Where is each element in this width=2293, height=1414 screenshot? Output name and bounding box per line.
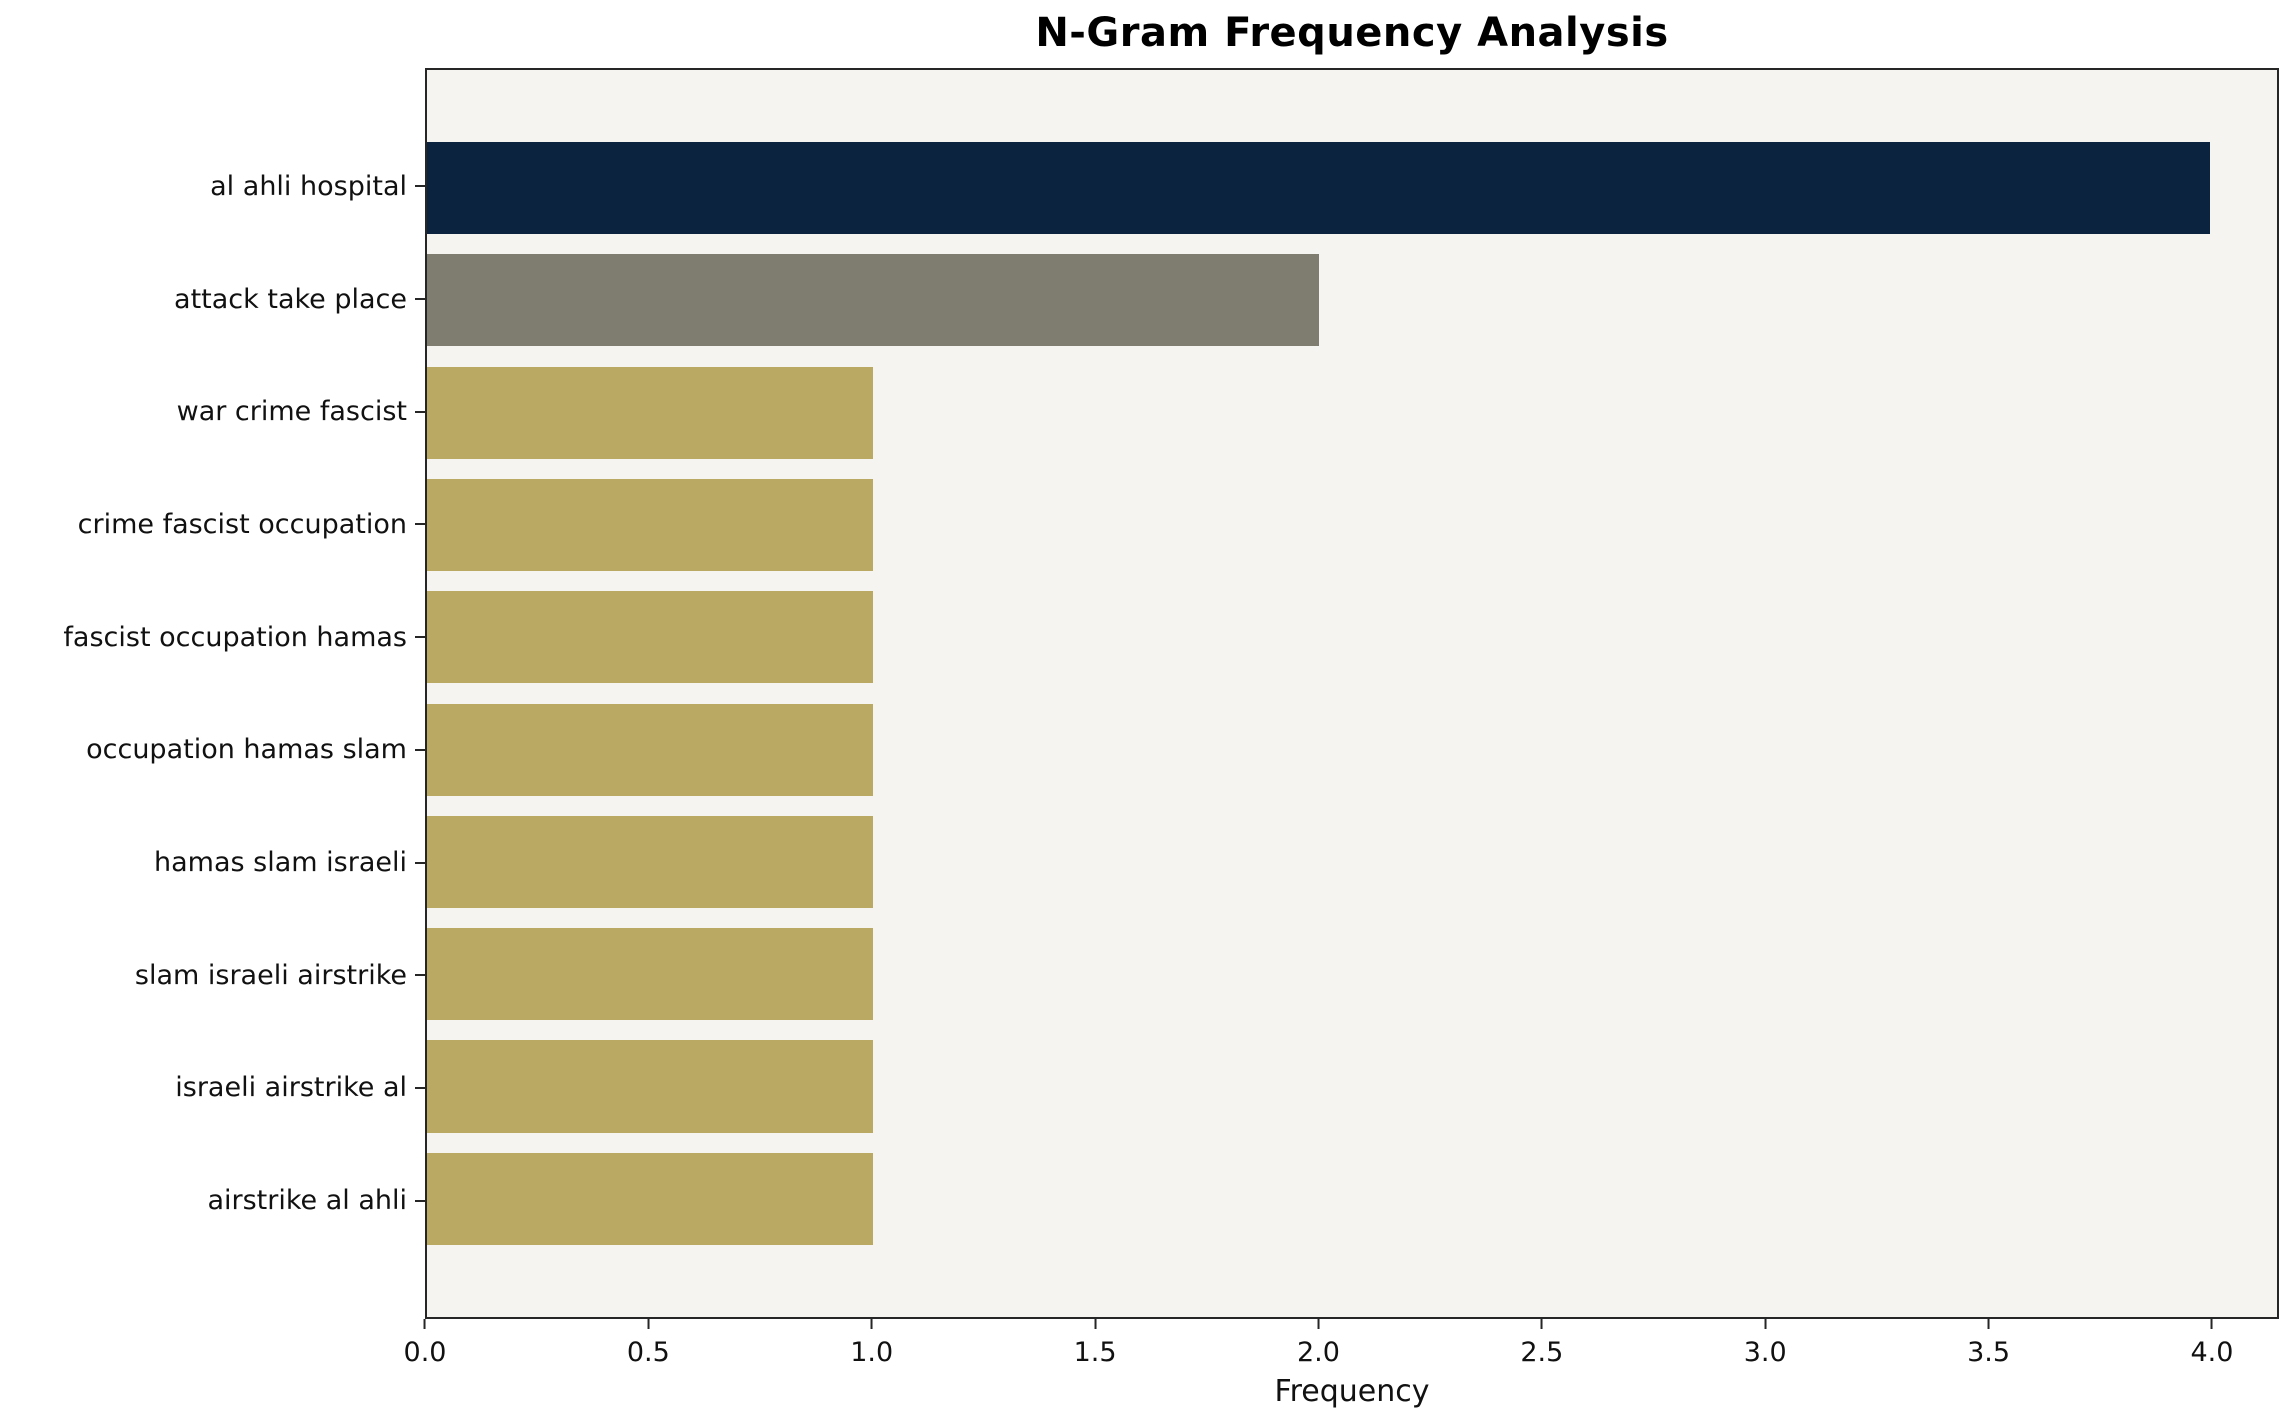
x-tick-label: 0.5	[626, 1337, 670, 1368]
bar	[427, 254, 1319, 347]
bar	[427, 815, 873, 908]
y-tick: war crime fascist	[0, 355, 425, 468]
y-tick-label: airstrike al ahli	[207, 1185, 407, 1217]
y-tick: hamas slam israeli	[0, 806, 425, 919]
y-tick-label: attack take place	[174, 283, 407, 315]
bar	[427, 591, 873, 684]
y-axis-labels: al ahli hospital attack take place war cri…	[0, 68, 425, 1319]
x-tick: 1.0	[850, 1319, 893, 1368]
bar	[427, 142, 2211, 235]
y-tick-mark	[415, 636, 425, 639]
x-tick: 1.5	[1074, 1319, 1117, 1368]
y-tick: al ahli hospital	[0, 130, 425, 243]
x-tick-mark	[1987, 1319, 1990, 1329]
x-tick-label: 4.0	[2190, 1337, 2234, 1368]
x-tick: 2.5	[1520, 1319, 1563, 1368]
y-tick: slam israeli airstrike	[0, 919, 425, 1032]
bar-slot	[427, 1143, 2277, 1255]
y-tick: airstrike al ahli	[0, 1144, 425, 1257]
y-tick-mark	[415, 410, 425, 413]
y-tick-mark	[415, 298, 425, 301]
x-tick: 0.0	[403, 1319, 447, 1368]
x-tick-label: 2.5	[1520, 1337, 1564, 1368]
y-tick-mark	[415, 1086, 425, 1089]
y-tick: attack take place	[0, 243, 425, 356]
bar-slot	[427, 806, 2277, 918]
y-tick: crime fascist occupation	[0, 468, 425, 581]
x-tick: 2.0	[1297, 1319, 1340, 1368]
y-tick: occupation hamas slam	[0, 694, 425, 807]
y-tick-mark	[415, 974, 425, 977]
bar-slot	[427, 581, 2277, 693]
y-tick-label: war crime fascist	[176, 396, 407, 428]
y-tick-label: hamas slam israeli	[154, 847, 407, 879]
x-tick-mark	[1094, 1319, 1097, 1329]
x-tick-mark	[1540, 1319, 1543, 1329]
y-tick-mark	[415, 748, 425, 751]
bar-slot	[427, 693, 2277, 805]
x-tick-label: 2.0	[1297, 1337, 1340, 1368]
bars	[427, 70, 2277, 1317]
y-tick-label: occupation hamas slam	[86, 734, 407, 766]
x-axis-label: Frequency	[1274, 1374, 1430, 1409]
bar-slot	[427, 1030, 2277, 1142]
x-tick-label: 1.0	[850, 1337, 894, 1368]
x-tick: 4.0	[2190, 1319, 2234, 1368]
x-tick-mark	[2210, 1319, 2213, 1329]
x-tick: 0.5	[627, 1319, 670, 1368]
bar	[427, 1040, 873, 1133]
chart-title: N-Gram Frequency Analysis	[1035, 10, 1669, 56]
bar-slot	[427, 244, 2277, 356]
bar	[427, 1152, 873, 1245]
y-tick-mark	[415, 185, 425, 188]
x-axis-ticks: 0.0 0.5 1.0 1.5 2.0 2.5 3.0 3.5 4.0	[404, 1319, 2279, 1383]
x-tick: 3.5	[1967, 1319, 2010, 1368]
x-tick-mark	[1764, 1319, 1767, 1329]
y-tick-mark	[415, 523, 425, 526]
x-tick-label: 3.0	[1743, 1337, 1787, 1368]
y-tick-label: slam israeli airstrike	[134, 959, 407, 991]
y-tick: fascist occupation hamas	[0, 581, 425, 694]
y-tick-label: crime fascist occupation	[77, 508, 407, 540]
x-tick-label: 3.5	[1967, 1337, 2011, 1368]
y-tick: israeli airstrike al	[0, 1032, 425, 1145]
x-tick: 3.0	[1744, 1319, 1787, 1368]
bar-slot	[427, 357, 2277, 469]
x-tick-mark	[870, 1319, 873, 1329]
bar-slot	[427, 469, 2277, 581]
x-tick-label: 0.0	[403, 1337, 447, 1368]
y-tick-mark	[415, 1199, 425, 1202]
bar	[427, 479, 873, 572]
y-tick-label: fascist occupation hamas	[63, 621, 407, 653]
x-tick-mark	[423, 1319, 426, 1329]
y-tick-label: al ahli hospital	[210, 170, 407, 202]
x-tick-mark	[647, 1319, 650, 1329]
bar-slot	[427, 918, 2277, 1030]
bar-slot	[427, 132, 2277, 244]
bar	[427, 366, 873, 459]
plot-area	[425, 68, 2279, 1319]
bar	[427, 928, 873, 1021]
x-tick-label: 1.5	[1073, 1337, 1117, 1368]
y-tick-label: israeli airstrike al	[175, 1072, 407, 1104]
y-tick-mark	[415, 861, 425, 864]
bar	[427, 703, 873, 796]
x-tick-mark	[1317, 1319, 1320, 1329]
